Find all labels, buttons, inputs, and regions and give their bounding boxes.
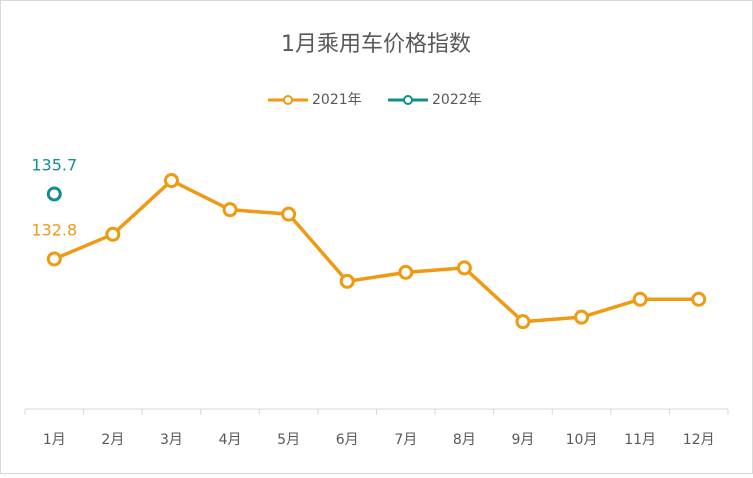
x-tick-label: 4月 — [219, 432, 242, 448]
x-tick-label: 3月 — [160, 432, 183, 448]
data-point — [632, 291, 648, 307]
x-tick-label: 5月 — [277, 432, 300, 448]
x-tick-label: 12月 — [683, 432, 715, 448]
legend-label: 2021年 — [312, 92, 362, 108]
x-tick-label: 2月 — [101, 432, 124, 448]
x-tick-label: 1月 — [43, 432, 66, 448]
x-tick-label: 10月 — [566, 432, 598, 448]
data-point — [691, 291, 707, 307]
data-point — [222, 202, 238, 218]
series-line — [53, 178, 699, 324]
x-tick-label: 11月 — [624, 432, 656, 448]
data-point — [46, 251, 62, 267]
data-point — [456, 260, 472, 276]
legend-marker — [283, 95, 293, 105]
x-tick-label: 8月 — [453, 432, 476, 448]
chart-title: 1月乘用车价格指数 — [281, 32, 471, 57]
x-tick-label: 7月 — [394, 432, 417, 448]
x-tick-label: 9月 — [511, 432, 534, 448]
data-point — [163, 173, 179, 189]
data-point — [281, 206, 297, 222]
data-label: 135.7 — [31, 155, 77, 174]
data-point — [515, 314, 531, 330]
data-point — [398, 264, 414, 280]
data-point — [105, 226, 121, 242]
data-point — [46, 186, 62, 202]
data-point — [574, 309, 590, 325]
data-label: 132.8 — [31, 220, 77, 239]
data-point — [339, 273, 355, 289]
legend-label: 2022年 — [432, 92, 482, 108]
x-tick-label: 6月 — [336, 432, 359, 448]
legend-marker — [403, 95, 413, 105]
